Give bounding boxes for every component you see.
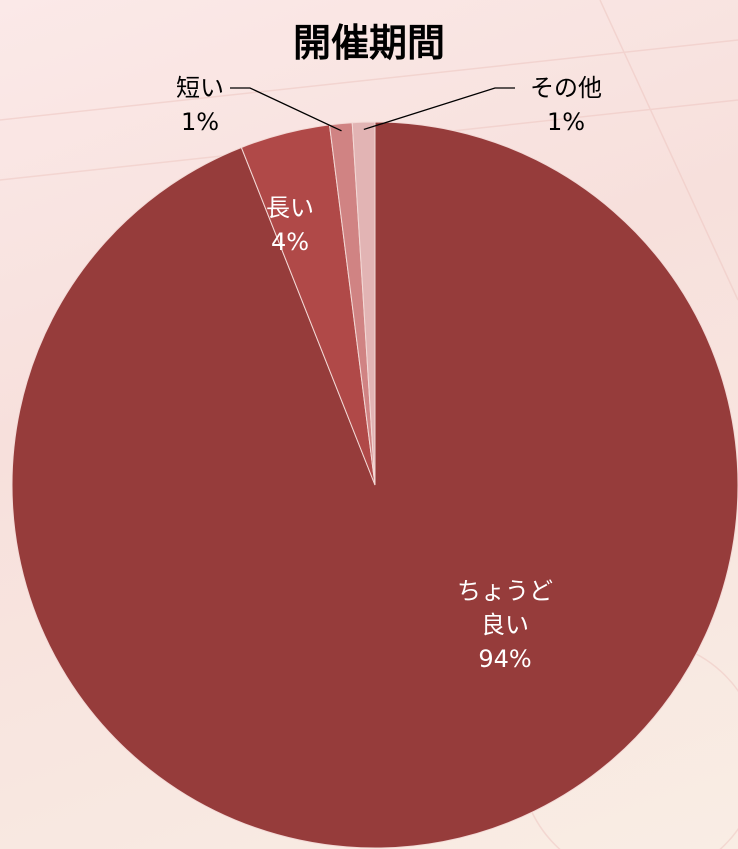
slice-label: 短い 1% [160, 71, 240, 139]
category-label: その他 [530, 74, 602, 102]
leader-line [230, 87, 342, 132]
value-label: 1% [180, 108, 220, 136]
slice-label: 長い 4% [250, 191, 330, 259]
chart-title: 開催期間 [292, 21, 445, 65]
category-label: ちょうど良い [457, 577, 553, 639]
value-label: 1% [546, 108, 586, 136]
value-label: 4% [270, 228, 310, 256]
leader-line [363, 87, 515, 131]
value-label: 94% [478, 645, 532, 673]
slice-label: ちょうど良い 94% [450, 574, 560, 676]
category-label: 短い [176, 74, 224, 102]
pie-slice [351, 121, 376, 486]
slice-label: その他 1% [516, 71, 616, 139]
category-label: 長い [266, 194, 314, 222]
